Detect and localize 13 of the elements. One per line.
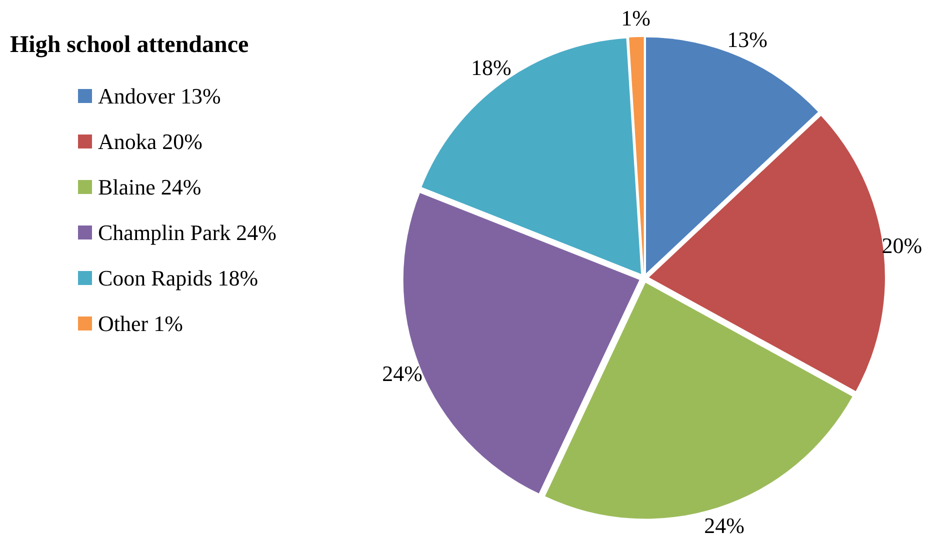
data-label: 13% [727,26,768,52]
data-label: 20% [882,232,922,258]
legend-label: Other 1% [98,311,183,336]
legend-label: Champlin Park 24% [98,220,276,245]
legend-label: Coon Rapids 18% [98,266,258,290]
data-label: 24% [382,361,422,386]
legend-label: Andover 13% [98,84,221,108]
data-label: 24% [704,512,745,538]
text: High school attendance [10,32,250,58]
legend-label: Blaine 24% [98,174,202,200]
data-label: 1% [621,6,650,31]
data-label: 18% [471,55,512,80]
legend-label: Anoka 20% [98,129,202,154]
